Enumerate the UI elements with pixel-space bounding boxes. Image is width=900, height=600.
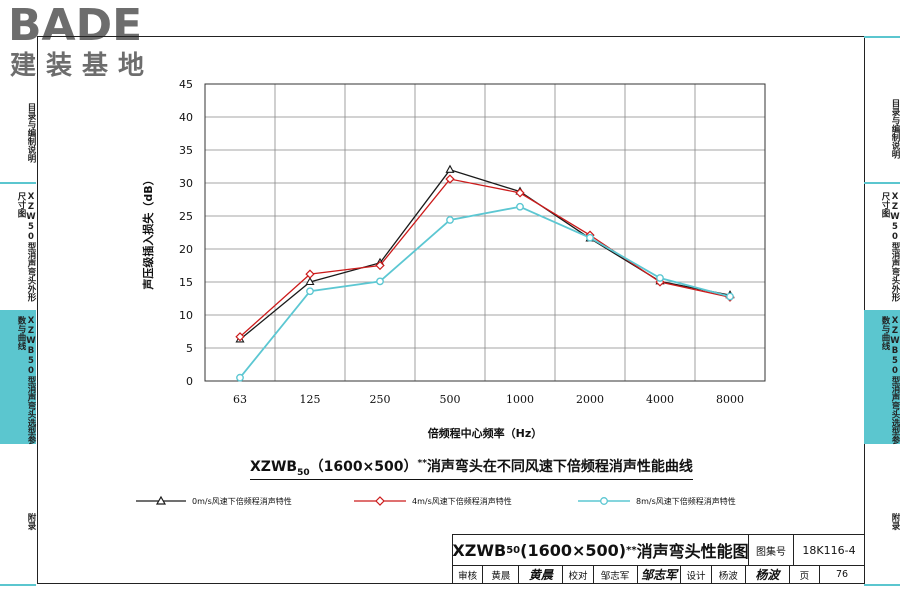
- drawing-title-sub: 50: [506, 544, 521, 556]
- data-point-circle: [236, 373, 244, 382]
- x-tick-label: 4000: [646, 393, 674, 406]
- data-point-circle: [516, 202, 524, 211]
- logo-subtitle: 建装基地: [10, 51, 155, 81]
- data-point-circle: [586, 233, 594, 242]
- sidebar-divider: [0, 182, 36, 184]
- legend-swatch-triangle: [136, 495, 186, 505]
- caption-sub: 50: [297, 467, 310, 478]
- check-label: 校对: [563, 566, 594, 583]
- y-tick-label: 35: [179, 144, 193, 157]
- series-line-3: [239, 205, 731, 379]
- y-axis-label: 声压级插入损失（dB）: [141, 174, 155, 290]
- sidebar-left-item-selection[interactable]: XZWB50型消声弯头选型参数与曲线: [0, 310, 36, 444]
- legend-item: 8m/s风速下倍频程消声特性: [578, 493, 736, 509]
- caption-prefix: XZWB: [250, 459, 298, 475]
- plot-area-border: [204, 83, 766, 382]
- chart-axes: 0 5 10 15 20 25 30 35 40 45 63 125 250 500 1000 2000 400…: [179, 78, 766, 406]
- x-tick-label: 8000: [716, 393, 744, 406]
- x-tick-label: 250: [370, 393, 391, 406]
- drawing-title-mid: (1600×500): [520, 540, 627, 560]
- checker-name: 邹志军: [594, 566, 638, 583]
- atlas-number: 18K116-4: [802, 543, 856, 557]
- drawing-title-suffix: 消声弯头性能图: [636, 542, 749, 561]
- legend-item: 4m/s风速下倍频程消声特性: [354, 493, 512, 509]
- sidebar-divider: [864, 36, 900, 38]
- drawing-title-sup: **: [626, 544, 637, 556]
- x-tick-label: 500: [440, 393, 461, 406]
- checker-signature: 邹志军: [638, 566, 682, 583]
- x-tick-label: 125: [300, 393, 321, 406]
- x-tick-label: 2000: [576, 393, 604, 406]
- data-point-triangle: [445, 164, 455, 173]
- data-point-circle: [726, 292, 734, 301]
- data-point-diamond: [515, 188, 525, 198]
- legend-label: 4m/s风速下倍频程消声特性: [412, 496, 512, 506]
- review-label: 审核: [453, 566, 484, 583]
- reviewer-signature: 黄晨: [519, 566, 564, 583]
- data-point-circle: [446, 216, 454, 224]
- data-point-circle: [376, 277, 384, 286]
- chart-caption: XZWB50（1600×500）**消声弯头在不同风速下倍频程消声性能曲线: [250, 456, 693, 480]
- sidebar-divider: [864, 584, 900, 586]
- atlas-number-label: 图集号: [749, 535, 794, 565]
- y-tick-label: 25: [179, 210, 193, 223]
- caption-mid: （1600×500）: [309, 459, 418, 475]
- title-block: XZWB 50 (1600×500) ** 消声弯头性能图 图集号 18K116-4 审…: [452, 534, 864, 583]
- design-label: 设计: [681, 566, 712, 583]
- data-point-triangle: [305, 276, 315, 286]
- designer-signature: 杨波: [746, 566, 790, 583]
- y-tick-label: 5: [186, 342, 193, 355]
- sidebar-left-item-appendix[interactable]: 附录: [26, 512, 36, 530]
- data-point-diamond: [305, 269, 315, 279]
- drawing-title: XZWB 50 (1600×500) ** 消声弯头性能图: [452, 535, 749, 565]
- sidebar-divider: [864, 182, 900, 184]
- sidebar-left-item-dimensions[interactable]: XZW50型消声弯头外形尺寸图: [16, 192, 36, 302]
- legend-label: 8m/s风速下倍频程消声特性: [636, 496, 736, 506]
- caption-suffix: 消声弯头在不同风速下倍频程消声性能曲线: [426, 459, 693, 475]
- chart-series: [235, 164, 735, 382]
- logo-wordmark: BADE: [8, 0, 143, 51]
- designer-name: 杨波: [712, 566, 746, 583]
- reviewer-name: 黄晨: [483, 566, 520, 583]
- x-axis-label: 倍频程中心频率（Hz）: [428, 426, 543, 440]
- data-point-diamond: [235, 332, 245, 342]
- legend-swatch-circle: [578, 497, 630, 505]
- y-tick-label: 15: [179, 276, 193, 289]
- series-line-2: [239, 178, 731, 338]
- data-point-circle: [656, 274, 664, 282]
- data-point-diamond: [445, 174, 455, 184]
- x-tick-label: 1000: [506, 393, 534, 406]
- y-tick-label: 20: [179, 243, 193, 256]
- y-tick-label: 0: [186, 375, 193, 388]
- sidebar-right-item-selection[interactable]: XZWB50型消声弯头选型参数与曲线: [864, 310, 900, 444]
- sidebar-left-item-toc[interactable]: 目录与编制说明: [26, 103, 36, 163]
- data-point-diamond: [375, 260, 385, 271]
- sidebar-right-item-dimensions[interactable]: XZW50型消声弯头外形尺寸图: [880, 192, 900, 302]
- caption-sup: **: [417, 458, 427, 469]
- y-tick-label: 40: [179, 111, 193, 124]
- sidebar-divider: [0, 584, 36, 586]
- chart-grid: [204, 83, 766, 382]
- y-tick-label: 30: [179, 177, 193, 190]
- legend-item: 0m/s风速下倍频程消声特性: [136, 493, 292, 509]
- y-tick-label: 10: [179, 309, 193, 322]
- legend-swatch-diamond: [354, 496, 406, 506]
- page-number: 76: [835, 569, 849, 580]
- x-tick-label: 63: [233, 393, 247, 406]
- page-label: 页: [790, 566, 821, 583]
- y-tick-label: 45: [179, 78, 193, 91]
- sidebar-right-item-toc[interactable]: 目录与编制说明: [890, 99, 900, 159]
- drawing-title-prefix: XZWB: [452, 540, 507, 560]
- data-point-circle: [306, 287, 314, 296]
- sidebar-right-item-appendix[interactable]: 附录: [890, 512, 900, 530]
- legend-label: 0m/s风速下倍频程消声特性: [192, 496, 292, 506]
